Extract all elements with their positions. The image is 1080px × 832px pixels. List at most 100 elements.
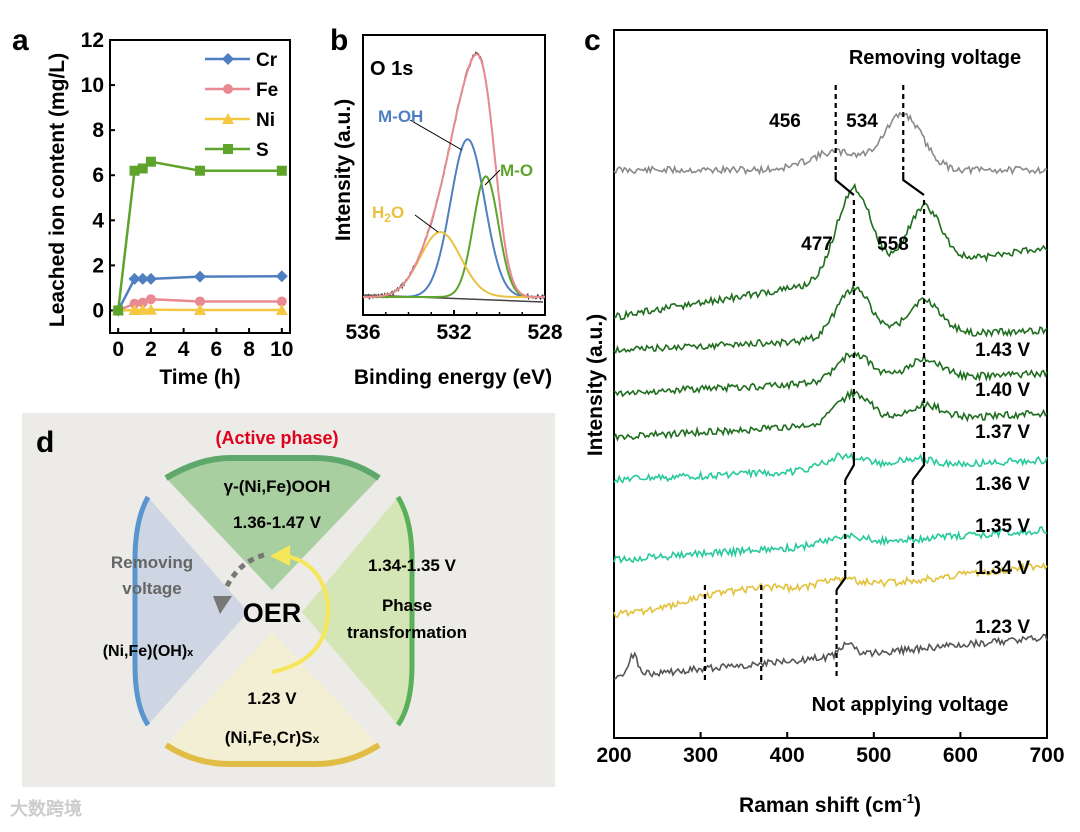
- quadrant-left: [135, 497, 248, 725]
- right-voltage: 1.34-1.35 V: [368, 556, 457, 575]
- y-tick-label: 4: [92, 209, 104, 232]
- data-point-ni: [128, 304, 141, 316]
- y-tick-label: 0: [92, 299, 104, 322]
- phase-label-2: transformation: [347, 623, 467, 642]
- m-o-pointer: [484, 169, 501, 186]
- data-point-ni: [194, 304, 206, 316]
- top-voltage: 1.36-1.47 V: [233, 513, 322, 532]
- panel-label-b: b: [330, 24, 348, 57]
- y-tick-label: 10: [81, 74, 104, 97]
- bottom-arc: [164, 742, 381, 767]
- legend-marker-fe: [223, 84, 233, 94]
- shift-connector: [834, 172, 855, 196]
- data-point-ni: [144, 303, 157, 315]
- shift-connector: [844, 455, 855, 481]
- spectrum-1-34-v: [613, 561, 1048, 619]
- voltage-label: 1.35 V: [975, 516, 1030, 537]
- data-point-s: [195, 165, 205, 176]
- legend-marker-cr: [222, 53, 234, 65]
- bottom-voltage: 1.23 V: [247, 689, 297, 708]
- yellow-cycle-arrow: [271, 553, 331, 674]
- bottom-label: Not applying voltage: [812, 694, 1009, 716]
- voltage-label: 1.40 V: [975, 380, 1030, 401]
- panel-a-xlabel: Time (h): [159, 366, 240, 389]
- peak-label-558: 558: [877, 234, 909, 255]
- data-point-fe: [129, 298, 140, 309]
- x-tick-label: 700: [1029, 744, 1064, 767]
- label-m-oh: M-OH: [378, 107, 423, 126]
- spectrum-1-35-v: [613, 525, 1048, 564]
- voltage-label: 1.43 V: [975, 340, 1030, 361]
- legend-label-fe: Fe: [256, 80, 278, 101]
- panel-label-d: d: [36, 426, 54, 459]
- peak-label-534: 534: [846, 111, 878, 132]
- yellow-arrowhead-icon: [270, 545, 290, 566]
- panel-c-ylabel: Intensity (a.u.): [584, 314, 607, 456]
- data-point-ni: [275, 304, 288, 316]
- top-label: Removing voltage: [849, 47, 1021, 69]
- x-tick-label: 532: [436, 321, 471, 344]
- legend-label-ni: Ni: [256, 110, 275, 131]
- top-formula: γ-(Ni,Fe)OOH: [224, 477, 331, 496]
- x-tick-label: 10: [270, 338, 293, 361]
- x-tick-label: 4: [178, 338, 190, 361]
- plot-frame: [613, 29, 1048, 739]
- label-h2o: H2O: [372, 203, 404, 225]
- gray-dashed-arrow: [222, 552, 265, 592]
- panel-b-chart: 536 532 528: [345, 34, 563, 344]
- y-tick-label: 8: [92, 119, 104, 142]
- panel-label-a: a: [12, 24, 29, 57]
- label-m-o: M-O: [500, 161, 533, 180]
- peak-label-477: 477: [801, 234, 833, 255]
- quadrant-right: [302, 497, 412, 725]
- y-tick-label: 2: [92, 254, 104, 277]
- spectrum-1-23-v: [613, 633, 1048, 680]
- top-arc: [164, 455, 381, 481]
- x-tick-label: 528: [527, 321, 562, 344]
- spectrum-1-43-v: [613, 283, 1048, 354]
- panel-a-ylabel: Leached ion content (mg/L): [46, 53, 69, 327]
- x-tick-label: 600: [943, 744, 978, 767]
- data-point-s: [276, 165, 287, 176]
- data-point-s: [137, 163, 148, 174]
- voltage-label: 1.36 V: [975, 474, 1030, 495]
- fit-line-m-o: [363, 175, 546, 298]
- data-point-cr: [275, 270, 288, 283]
- quadrant-bottom: [166, 632, 379, 764]
- data-point-cr: [194, 270, 206, 283]
- x-tick-label: 400: [770, 744, 805, 767]
- y-tick-label: 6: [92, 164, 104, 187]
- panel-d-diagram: d (Active phase) γ-(Ni,Fe)OOH 1.36-1.47 …: [22, 413, 555, 787]
- spectrum-removing-voltage: [613, 111, 1048, 176]
- plot-frame: [109, 39, 291, 334]
- panel-label-c: c: [584, 24, 601, 57]
- active-phase-label: (Active phase): [215, 428, 338, 448]
- shift-connector: [835, 570, 847, 591]
- spectrum-1-43-v: [613, 182, 1048, 321]
- data-point-fe: [195, 296, 205, 307]
- left-formula: (Ni,Fe)(OH)x: [103, 643, 194, 660]
- x-tick-label: 200: [596, 744, 631, 767]
- data-point-s: [113, 305, 124, 316]
- x-tick-label: 536: [345, 321, 380, 344]
- right-arc: [395, 495, 415, 727]
- fit-line-fit: [362, 53, 546, 298]
- legend-label-cr: Cr: [256, 50, 278, 71]
- spectrum-1-36-v: [613, 452, 1048, 484]
- panel-b-title: O 1s: [370, 58, 413, 80]
- x-tick-label: 8: [243, 338, 255, 361]
- x-tick-label: 2: [145, 338, 157, 361]
- data-point-cr: [136, 272, 149, 285]
- shift-connector: [911, 455, 926, 481]
- panel-b-ylabel: Intensity (a.u.): [332, 99, 355, 241]
- x-tick-label: 6: [211, 338, 223, 361]
- y-tick-label: 12: [81, 29, 104, 52]
- data-point-ni: [136, 303, 149, 315]
- fit-line-h2o: [362, 231, 546, 298]
- h2o-pointer: [414, 214, 439, 233]
- phase-label-1: Phase: [382, 596, 432, 615]
- gray-arrowhead-icon: [213, 596, 232, 614]
- panel-c-chart: 200 300 400 500 600 700 1.43 V 1.40 V 1.37 V 1.36…: [596, 29, 1065, 767]
- voltage-label: 1.34 V: [975, 558, 1030, 579]
